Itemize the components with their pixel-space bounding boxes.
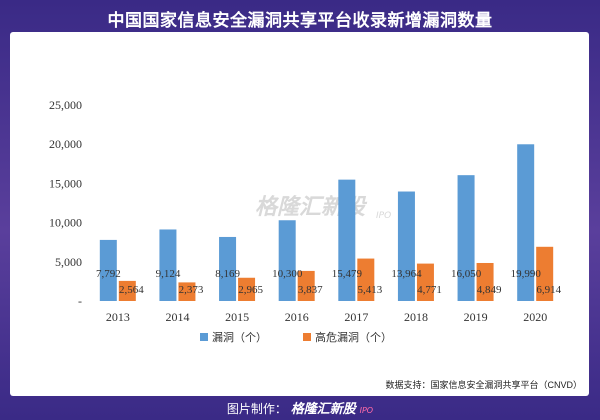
y-tick-label: 25,000 xyxy=(49,98,82,112)
bar-vulnerabilities xyxy=(397,191,415,301)
x-tick-label: 2019 xyxy=(464,310,488,324)
data-label-vulnerabilities: 19,990 xyxy=(511,268,542,280)
data-label-vulnerabilities: 13,964 xyxy=(391,268,422,280)
legend-swatch-high-risk xyxy=(303,333,311,341)
x-tick-label: 2013 xyxy=(106,310,130,324)
data-label-high-risk: 4,771 xyxy=(417,284,442,296)
y-tick-label: 5,000 xyxy=(55,255,82,269)
y-tick-label: - xyxy=(78,294,82,308)
data-label-vulnerabilities: 15,479 xyxy=(332,268,363,280)
footer: 图片制作： 格隆汇新股 IPO xyxy=(0,398,600,417)
data-label-vulnerabilities: 7,792 xyxy=(96,268,121,280)
watermark-sub: IPO xyxy=(376,211,391,221)
data-label-vulnerabilities: 16,050 xyxy=(451,268,482,280)
x-tick-label: 2014 xyxy=(165,310,189,324)
data-label-high-risk: 2,373 xyxy=(179,284,204,296)
data-label-vulnerabilities: 10,300 xyxy=(272,268,303,280)
bar-high-risk xyxy=(238,277,256,301)
footer-logo: 格隆汇新股 xyxy=(290,402,356,417)
data-label-high-risk: 4,849 xyxy=(477,284,502,296)
bar-vulnerabilities xyxy=(457,175,475,301)
data-label-high-risk: 5,413 xyxy=(357,284,382,296)
x-tick-label: 2017 xyxy=(344,310,368,324)
y-tick-label: 15,000 xyxy=(49,176,82,190)
footer-prefix: 图片制作： xyxy=(226,402,287,416)
source-note: 数据支持：国家信息安全漏洞共享平台（CNVD） xyxy=(385,380,582,390)
data-label-high-risk: 6,914 xyxy=(536,284,561,296)
legend-swatch-vulnerabilities xyxy=(200,333,208,341)
y-tick-label: 10,000 xyxy=(49,216,82,230)
bar-high-risk xyxy=(476,262,494,301)
bar-high-risk xyxy=(416,263,434,301)
legend-label-vulnerabilities: 漏洞（个） xyxy=(212,331,267,344)
legend-label-high-risk: 高危漏洞（个） xyxy=(315,330,392,344)
bar-high-risk xyxy=(118,280,136,301)
data-label-high-risk: 2,564 xyxy=(119,284,144,296)
page-title: 中国国家信息安全漏洞共享平台收录新增漏洞数量 xyxy=(107,11,493,31)
chart-panel: -5,000 10,000 15,000 20,000 25,000 格隆汇新股 IPO 7,… xyxy=(10,32,589,396)
x-tick-label: 2018 xyxy=(404,310,428,324)
bar-high-risk xyxy=(178,282,196,301)
footer-logo-sub: IPO xyxy=(359,406,374,415)
bar-high-risk xyxy=(536,246,554,301)
data-label-vulnerabilities: 8,169 xyxy=(215,268,240,280)
data-label-high-risk: 2,965 xyxy=(238,284,263,296)
bar-vulnerabilities xyxy=(99,239,117,301)
bar-vulnerabilities xyxy=(278,220,296,301)
bar-high-risk xyxy=(297,270,315,301)
data-label-vulnerabilities: 9,124 xyxy=(156,268,181,280)
bar-high-risk xyxy=(357,258,375,301)
y-tick-label: 20,000 xyxy=(49,137,82,151)
bar-vulnerabilities xyxy=(338,179,356,301)
bar-vulnerabilities xyxy=(219,236,237,301)
data-label-high-risk: 3,837 xyxy=(298,284,323,296)
bar-vulnerabilities xyxy=(517,144,535,301)
x-tick-label: 2015 xyxy=(225,310,249,324)
x-tick-label: 2016 xyxy=(285,310,309,324)
x-tick-label: 2020 xyxy=(523,310,547,324)
bar-vulnerabilities xyxy=(159,229,177,301)
